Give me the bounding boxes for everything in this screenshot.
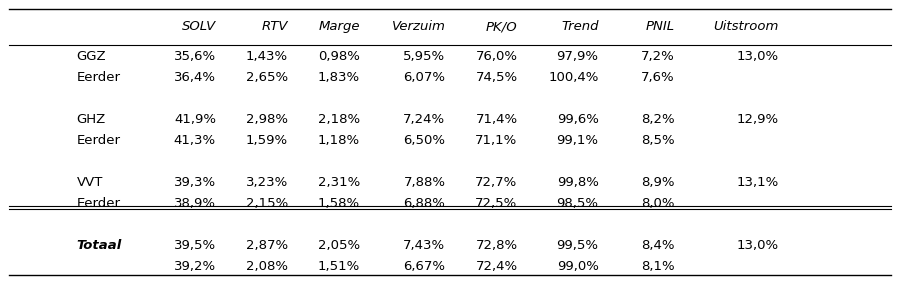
Text: 8,5%: 8,5% bbox=[642, 134, 675, 147]
Text: PK/O: PK/O bbox=[486, 20, 518, 34]
Text: SOLV: SOLV bbox=[182, 20, 216, 34]
Text: 71,4%: 71,4% bbox=[475, 113, 518, 126]
Text: 1,59%: 1,59% bbox=[246, 134, 288, 147]
Text: 71,1%: 71,1% bbox=[475, 134, 518, 147]
Text: 99,1%: 99,1% bbox=[556, 134, 599, 147]
Text: Trend: Trend bbox=[561, 20, 599, 34]
Text: Eerder: Eerder bbox=[76, 71, 121, 84]
Text: VVT: VVT bbox=[76, 176, 103, 189]
Text: PNIL: PNIL bbox=[646, 20, 675, 34]
Text: 39,2%: 39,2% bbox=[174, 260, 216, 273]
Text: 36,4%: 36,4% bbox=[174, 71, 216, 84]
Text: 99,8%: 99,8% bbox=[556, 176, 599, 189]
Text: 13,1%: 13,1% bbox=[736, 176, 778, 189]
Text: 7,24%: 7,24% bbox=[403, 113, 446, 126]
Text: 12,9%: 12,9% bbox=[736, 113, 778, 126]
Text: 8,9%: 8,9% bbox=[642, 176, 675, 189]
Text: GHZ: GHZ bbox=[76, 113, 106, 126]
Text: 2,15%: 2,15% bbox=[246, 197, 288, 210]
Text: 2,98%: 2,98% bbox=[246, 113, 288, 126]
Text: 6,67%: 6,67% bbox=[403, 260, 446, 273]
Text: Marge: Marge bbox=[319, 20, 360, 34]
Text: 99,5%: 99,5% bbox=[556, 239, 599, 252]
Text: RTV: RTV bbox=[262, 20, 288, 34]
Text: 6,50%: 6,50% bbox=[403, 134, 446, 147]
Text: 1,43%: 1,43% bbox=[246, 51, 288, 63]
Text: 2,65%: 2,65% bbox=[246, 71, 288, 84]
Text: 7,43%: 7,43% bbox=[403, 239, 446, 252]
Text: 72,7%: 72,7% bbox=[475, 176, 518, 189]
Text: 3,23%: 3,23% bbox=[246, 176, 288, 189]
Text: 7,88%: 7,88% bbox=[403, 176, 446, 189]
Text: 2,08%: 2,08% bbox=[246, 260, 288, 273]
Text: 76,0%: 76,0% bbox=[475, 51, 518, 63]
Text: Eerder: Eerder bbox=[76, 134, 121, 147]
Text: 39,3%: 39,3% bbox=[174, 176, 216, 189]
Text: 99,6%: 99,6% bbox=[556, 113, 599, 126]
Text: 38,9%: 38,9% bbox=[174, 197, 216, 210]
Text: 8,2%: 8,2% bbox=[642, 113, 675, 126]
Text: 97,9%: 97,9% bbox=[556, 51, 599, 63]
Text: 74,5%: 74,5% bbox=[475, 71, 518, 84]
Text: 100,4%: 100,4% bbox=[548, 71, 599, 84]
Text: 98,5%: 98,5% bbox=[556, 197, 599, 210]
Text: Uitstroom: Uitstroom bbox=[713, 20, 778, 34]
Text: 1,83%: 1,83% bbox=[318, 71, 360, 84]
Text: Eerder: Eerder bbox=[76, 197, 121, 210]
Text: 6,88%: 6,88% bbox=[403, 197, 446, 210]
Text: 2,18%: 2,18% bbox=[318, 113, 360, 126]
Text: 99,0%: 99,0% bbox=[556, 260, 599, 273]
Text: Verzuim: Verzuim bbox=[392, 20, 446, 34]
Text: GGZ: GGZ bbox=[76, 51, 106, 63]
Text: 72,8%: 72,8% bbox=[475, 239, 518, 252]
Text: 8,1%: 8,1% bbox=[642, 260, 675, 273]
Text: 41,9%: 41,9% bbox=[174, 113, 216, 126]
Text: 72,5%: 72,5% bbox=[475, 197, 518, 210]
Text: 1,58%: 1,58% bbox=[318, 197, 360, 210]
Text: 2,87%: 2,87% bbox=[246, 239, 288, 252]
Text: 2,05%: 2,05% bbox=[318, 239, 360, 252]
Text: Totaal: Totaal bbox=[76, 239, 122, 252]
Text: 35,6%: 35,6% bbox=[174, 51, 216, 63]
Text: 72,4%: 72,4% bbox=[475, 260, 518, 273]
Text: 7,6%: 7,6% bbox=[642, 71, 675, 84]
Text: 6,07%: 6,07% bbox=[403, 71, 446, 84]
Text: 1,51%: 1,51% bbox=[318, 260, 360, 273]
Text: 39,5%: 39,5% bbox=[174, 239, 216, 252]
Text: 5,95%: 5,95% bbox=[403, 51, 446, 63]
Text: 13,0%: 13,0% bbox=[736, 239, 778, 252]
Text: 7,2%: 7,2% bbox=[641, 51, 675, 63]
Text: 41,3%: 41,3% bbox=[174, 134, 216, 147]
Text: 13,0%: 13,0% bbox=[736, 51, 778, 63]
Text: 1,18%: 1,18% bbox=[318, 134, 360, 147]
Text: 8,4%: 8,4% bbox=[642, 239, 675, 252]
Text: 0,98%: 0,98% bbox=[318, 51, 360, 63]
Text: 2,31%: 2,31% bbox=[318, 176, 360, 189]
Text: 8,0%: 8,0% bbox=[642, 197, 675, 210]
